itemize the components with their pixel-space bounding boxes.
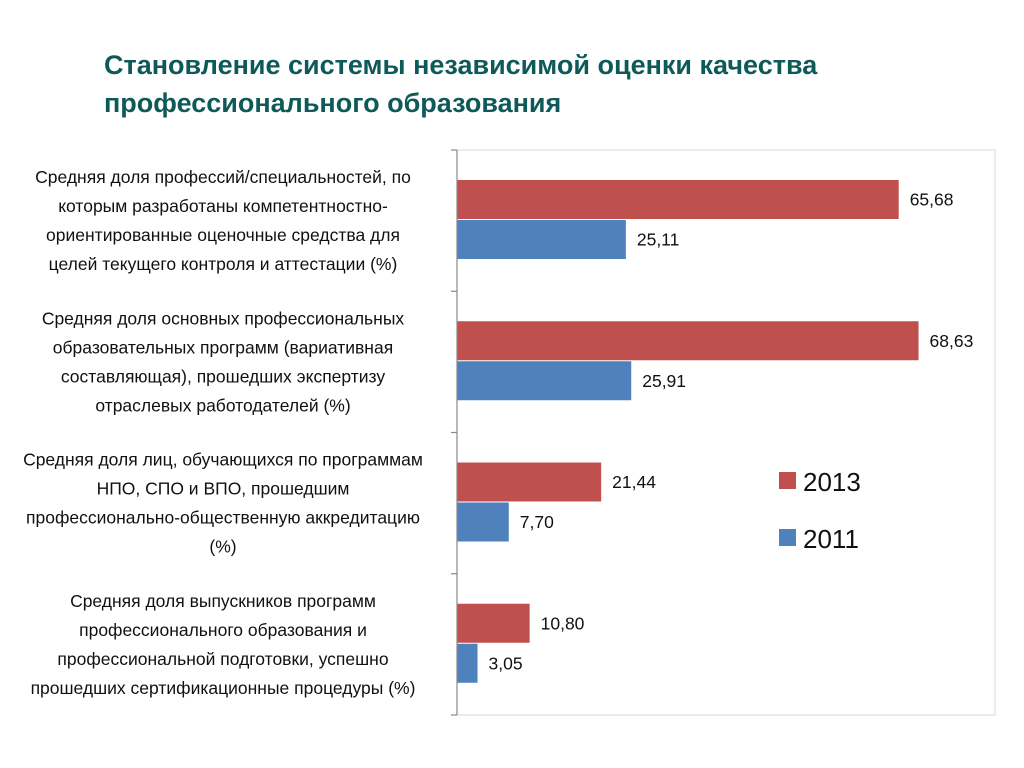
category-label-line: Средняя доля профессий/специальностей, п… bbox=[35, 167, 411, 187]
bar-2011 bbox=[457, 361, 632, 401]
bar-2013 bbox=[457, 462, 602, 502]
category-label-line: которым разработаны компетентностно- bbox=[58, 196, 388, 216]
bar-2013 bbox=[457, 603, 530, 643]
data-label: 65,68 bbox=[910, 190, 954, 210]
category-label-line: составляющая), прошедших экспертизу bbox=[61, 366, 386, 386]
category-label-line: целей текущего контроля и аттестации (%) bbox=[49, 254, 398, 274]
category-label: Средняя доля лиц, обучающихся по програм… bbox=[23, 450, 423, 557]
legend-swatch-2013 bbox=[779, 472, 796, 489]
category-label-line: профессиональной подготовки, успешно bbox=[57, 649, 388, 669]
data-label: 3,05 bbox=[489, 653, 523, 673]
category-label: Средняя доля выпускников программ професс… bbox=[31, 591, 416, 698]
data-label: 21,44 bbox=[612, 472, 656, 492]
data-label: 68,63 bbox=[930, 331, 974, 351]
bar-2013 bbox=[457, 321, 919, 361]
legend-label-2011: 2011 bbox=[803, 524, 859, 554]
category-label-line: образовательных программ (вариативная bbox=[53, 337, 393, 357]
category-label-line: прошедших сертификационные процедуры (%) bbox=[31, 678, 416, 698]
data-label: 25,91 bbox=[642, 371, 686, 391]
page-title: Становление системы независимой оценки к… bbox=[104, 50, 818, 118]
bar-2013 bbox=[457, 180, 899, 219]
category-label-line: профессионального образования и bbox=[79, 620, 367, 640]
category-label-line: ориентированные оценочные средства для bbox=[46, 225, 400, 245]
category-label-line: (%) bbox=[209, 537, 236, 557]
bar-2011 bbox=[457, 643, 478, 683]
category-label: Средняя доля основных профессиональных об… bbox=[42, 308, 405, 415]
category-label: Средняя доля профессий/специальностей, п… bbox=[35, 167, 411, 274]
data-label: 25,11 bbox=[637, 230, 680, 250]
category-label-line: Средняя доля основных профессиональных bbox=[42, 308, 405, 328]
legend-label-2013: 2013 bbox=[803, 467, 861, 497]
legend-swatch-2011 bbox=[779, 529, 796, 546]
data-label: 10,80 bbox=[541, 613, 585, 633]
category-label-line: Средняя доля выпускников программ bbox=[70, 591, 376, 611]
data-label: 7,70 bbox=[520, 512, 554, 532]
category-label-line: профессионально-общественную аккредитаци… bbox=[26, 508, 420, 528]
category-label-line: Средняя доля лиц, обучающихся по програм… bbox=[23, 450, 423, 470]
category-label-line: НПО, СПО и ВПО, прошедшим bbox=[97, 479, 350, 499]
bar-2011 bbox=[457, 220, 626, 259]
category-label-line: отраслевых работодателей (%) bbox=[95, 395, 350, 415]
bar-2011 bbox=[457, 502, 509, 542]
